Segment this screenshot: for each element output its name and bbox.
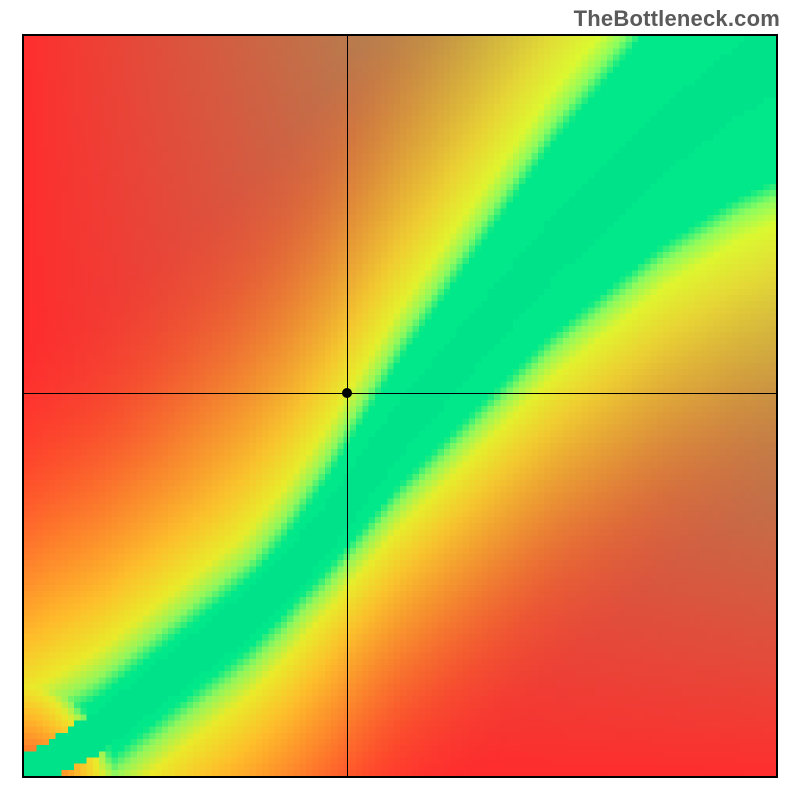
plot-area [22,34,778,778]
chart-container: TheBottleneck.com [0,0,800,800]
watermark-text: TheBottleneck.com [574,6,780,32]
crosshair-vertical [347,36,348,776]
crosshair-horizontal [24,393,776,394]
crosshair-marker [342,388,352,398]
heatmap-canvas [24,36,776,776]
